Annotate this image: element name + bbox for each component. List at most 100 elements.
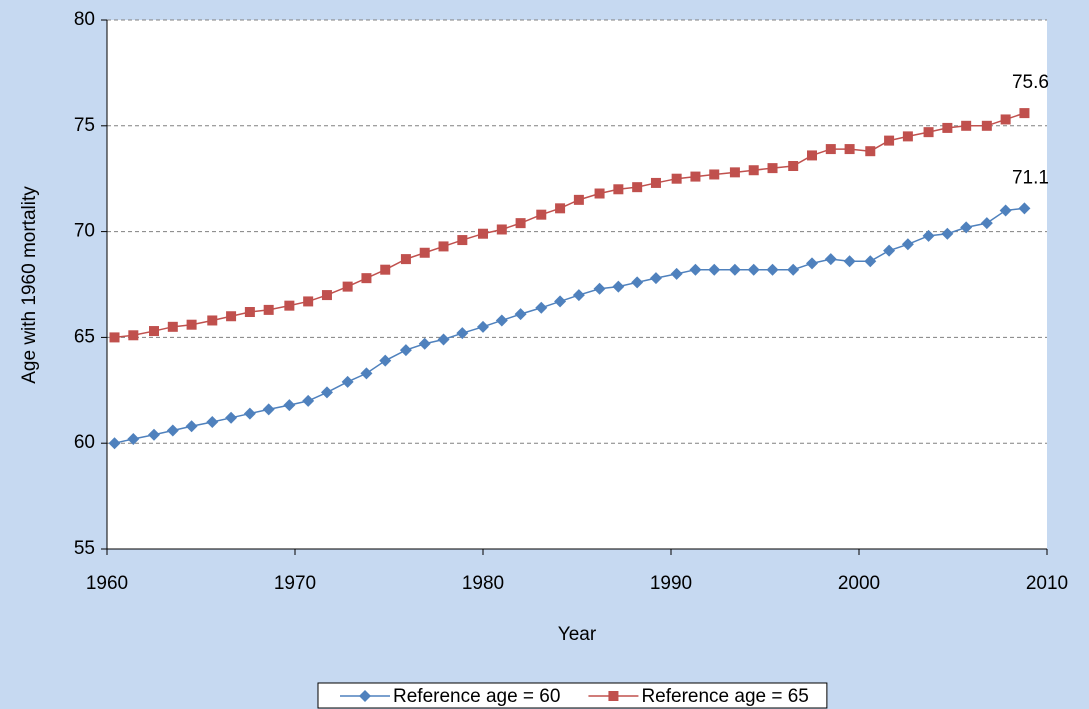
data-point xyxy=(438,241,449,252)
data-point xyxy=(478,228,488,239)
data-point xyxy=(128,330,139,341)
data-point xyxy=(594,188,605,199)
data-label: 75.6 xyxy=(1012,72,1049,93)
data-point xyxy=(865,146,876,157)
data-point xyxy=(302,394,315,407)
x-tick-label: 1990 xyxy=(650,573,692,594)
legend-label: Reference age = 60 xyxy=(393,686,560,707)
data-point xyxy=(941,227,954,240)
data-point xyxy=(1000,114,1011,125)
data-point xyxy=(843,255,856,268)
y-tick-label: 80 xyxy=(74,9,95,30)
x-tick-label: 1960 xyxy=(86,573,128,594)
data-point xyxy=(419,247,430,258)
data-point xyxy=(283,399,296,412)
data-point xyxy=(495,314,508,327)
legend-marker xyxy=(608,691,619,701)
data-point xyxy=(806,257,818,270)
data-point xyxy=(807,150,817,161)
data-point xyxy=(437,333,450,346)
data-point xyxy=(360,367,373,380)
legend: Reference age = 60 Reference age = 65 xyxy=(317,682,828,709)
data-point xyxy=(361,273,372,284)
data-point xyxy=(535,301,548,314)
data-point xyxy=(767,163,778,174)
data-point xyxy=(399,344,412,357)
data-point xyxy=(496,224,507,235)
data-label: 71.1 xyxy=(1012,167,1049,188)
data-point xyxy=(923,127,934,138)
data-point xyxy=(689,263,702,276)
legend-box xyxy=(317,682,828,709)
data-point xyxy=(514,308,527,321)
data-point xyxy=(631,276,644,289)
data-point xyxy=(321,290,332,301)
data-point xyxy=(824,253,837,266)
y-tick-label: 60 xyxy=(74,432,95,453)
data-point xyxy=(1018,202,1031,215)
data-point xyxy=(593,282,606,295)
data-point xyxy=(612,280,625,293)
x-tick-label: 2010 xyxy=(1026,573,1068,594)
x-axis-title: Year xyxy=(558,624,597,645)
data-point xyxy=(149,326,159,337)
data-point xyxy=(342,281,353,292)
data-point xyxy=(981,120,992,131)
data-point xyxy=(320,386,333,399)
data-point xyxy=(515,218,526,229)
data-point xyxy=(225,411,238,424)
y-tick-label: 55 xyxy=(74,538,95,559)
data-point xyxy=(922,229,935,242)
data-point xyxy=(650,177,661,188)
data-point xyxy=(690,171,701,182)
x-tick-label: 2000 xyxy=(838,573,880,594)
data-point xyxy=(613,184,624,195)
data-point xyxy=(536,209,547,220)
data-point xyxy=(748,165,759,176)
legend-label: Reference age = 65 xyxy=(641,686,808,707)
data-point xyxy=(960,221,973,234)
data-point xyxy=(864,255,877,268)
data-point xyxy=(649,272,662,285)
data-point xyxy=(418,337,431,350)
data-point xyxy=(380,264,391,275)
data-point xyxy=(108,437,121,450)
y-tick-label: 65 xyxy=(74,326,95,347)
data-point xyxy=(788,161,799,172)
data-point xyxy=(186,319,197,330)
data-point xyxy=(1019,108,1030,119)
data-point xyxy=(226,311,237,322)
data-point xyxy=(303,296,314,307)
data-point xyxy=(884,135,895,146)
data-point xyxy=(632,182,643,193)
data-point xyxy=(728,263,741,276)
y-tick-label: 70 xyxy=(74,221,95,242)
data-point xyxy=(709,169,720,180)
data-point xyxy=(573,194,584,205)
data-point xyxy=(244,307,255,318)
data-point xyxy=(766,263,779,276)
data-point xyxy=(167,321,178,332)
data-point xyxy=(379,354,392,367)
data-point xyxy=(456,327,469,340)
data-point xyxy=(825,144,836,155)
data-point xyxy=(400,254,411,265)
x-tick-label: 1970 xyxy=(274,573,316,594)
x-tick-label: 1980 xyxy=(462,573,504,594)
data-point xyxy=(787,263,800,276)
data-point xyxy=(207,315,218,326)
data-point xyxy=(555,203,566,214)
data-point xyxy=(263,304,274,315)
data-point xyxy=(901,238,914,251)
data-point xyxy=(844,144,855,155)
data-point xyxy=(708,263,721,276)
data-point xyxy=(341,375,354,388)
data-point xyxy=(206,416,219,429)
data-point xyxy=(999,204,1012,217)
legend-marker xyxy=(359,690,371,702)
data-point xyxy=(109,332,120,343)
data-point xyxy=(572,289,585,302)
data-point xyxy=(262,403,275,416)
data-point xyxy=(961,120,972,131)
